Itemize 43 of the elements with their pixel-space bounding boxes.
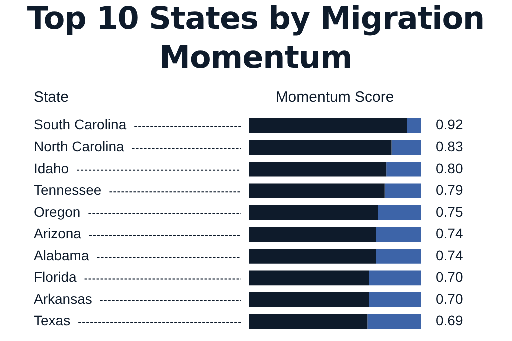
bar <box>368 314 421 330</box>
bar <box>249 292 370 308</box>
data-label: 0.92 <box>436 116 464 133</box>
data-label: 0.74 <box>436 226 464 242</box>
bar <box>249 314 368 330</box>
y-axis-title: State <box>34 89 70 106</box>
bar <box>384 184 421 199</box>
bar <box>249 227 376 242</box>
data-label: 0.70 <box>436 290 464 307</box>
y-tick-label: Tennessee <box>34 182 102 198</box>
y-tick-label: North Carolina <box>34 138 124 154</box>
chart-title: Top 10 States by Migration Momentum <box>26 0 486 78</box>
y-tick-label: Florida <box>34 269 78 286</box>
data-label: 0.80 <box>436 160 464 176</box>
y-tick-label: Oregon <box>34 204 81 220</box>
bar <box>376 227 421 242</box>
y-tick-label: Idaho <box>34 160 70 176</box>
bar <box>378 206 421 220</box>
y-tick-label: Texas <box>34 312 71 329</box>
y-tick-label: Arkansas <box>34 290 92 307</box>
bar <box>369 292 421 308</box>
bar <box>249 206 378 220</box>
bar <box>249 184 385 199</box>
data-label: 0.70 <box>436 269 464 286</box>
data-label: 0.75 <box>436 204 464 220</box>
bar <box>392 140 421 156</box>
bar <box>386 162 421 177</box>
bar <box>369 270 421 286</box>
data-label: 0.79 <box>436 182 464 198</box>
bar <box>249 162 387 177</box>
data-label: 0.69 <box>436 312 464 329</box>
bar <box>249 270 370 286</box>
bar <box>249 249 376 264</box>
y-tick-label: South Carolina <box>34 116 127 133</box>
y-tick-label: Arizona <box>34 226 82 242</box>
data-label: 0.74 <box>436 247 464 264</box>
bar <box>407 118 421 134</box>
bar <box>249 118 408 134</box>
bar <box>376 249 421 264</box>
data-label: 0.83 <box>436 138 464 154</box>
bar <box>249 140 392 156</box>
x-axis-title: Momentum Score <box>274 89 396 106</box>
y-tick-label: Alabama <box>34 247 90 264</box>
